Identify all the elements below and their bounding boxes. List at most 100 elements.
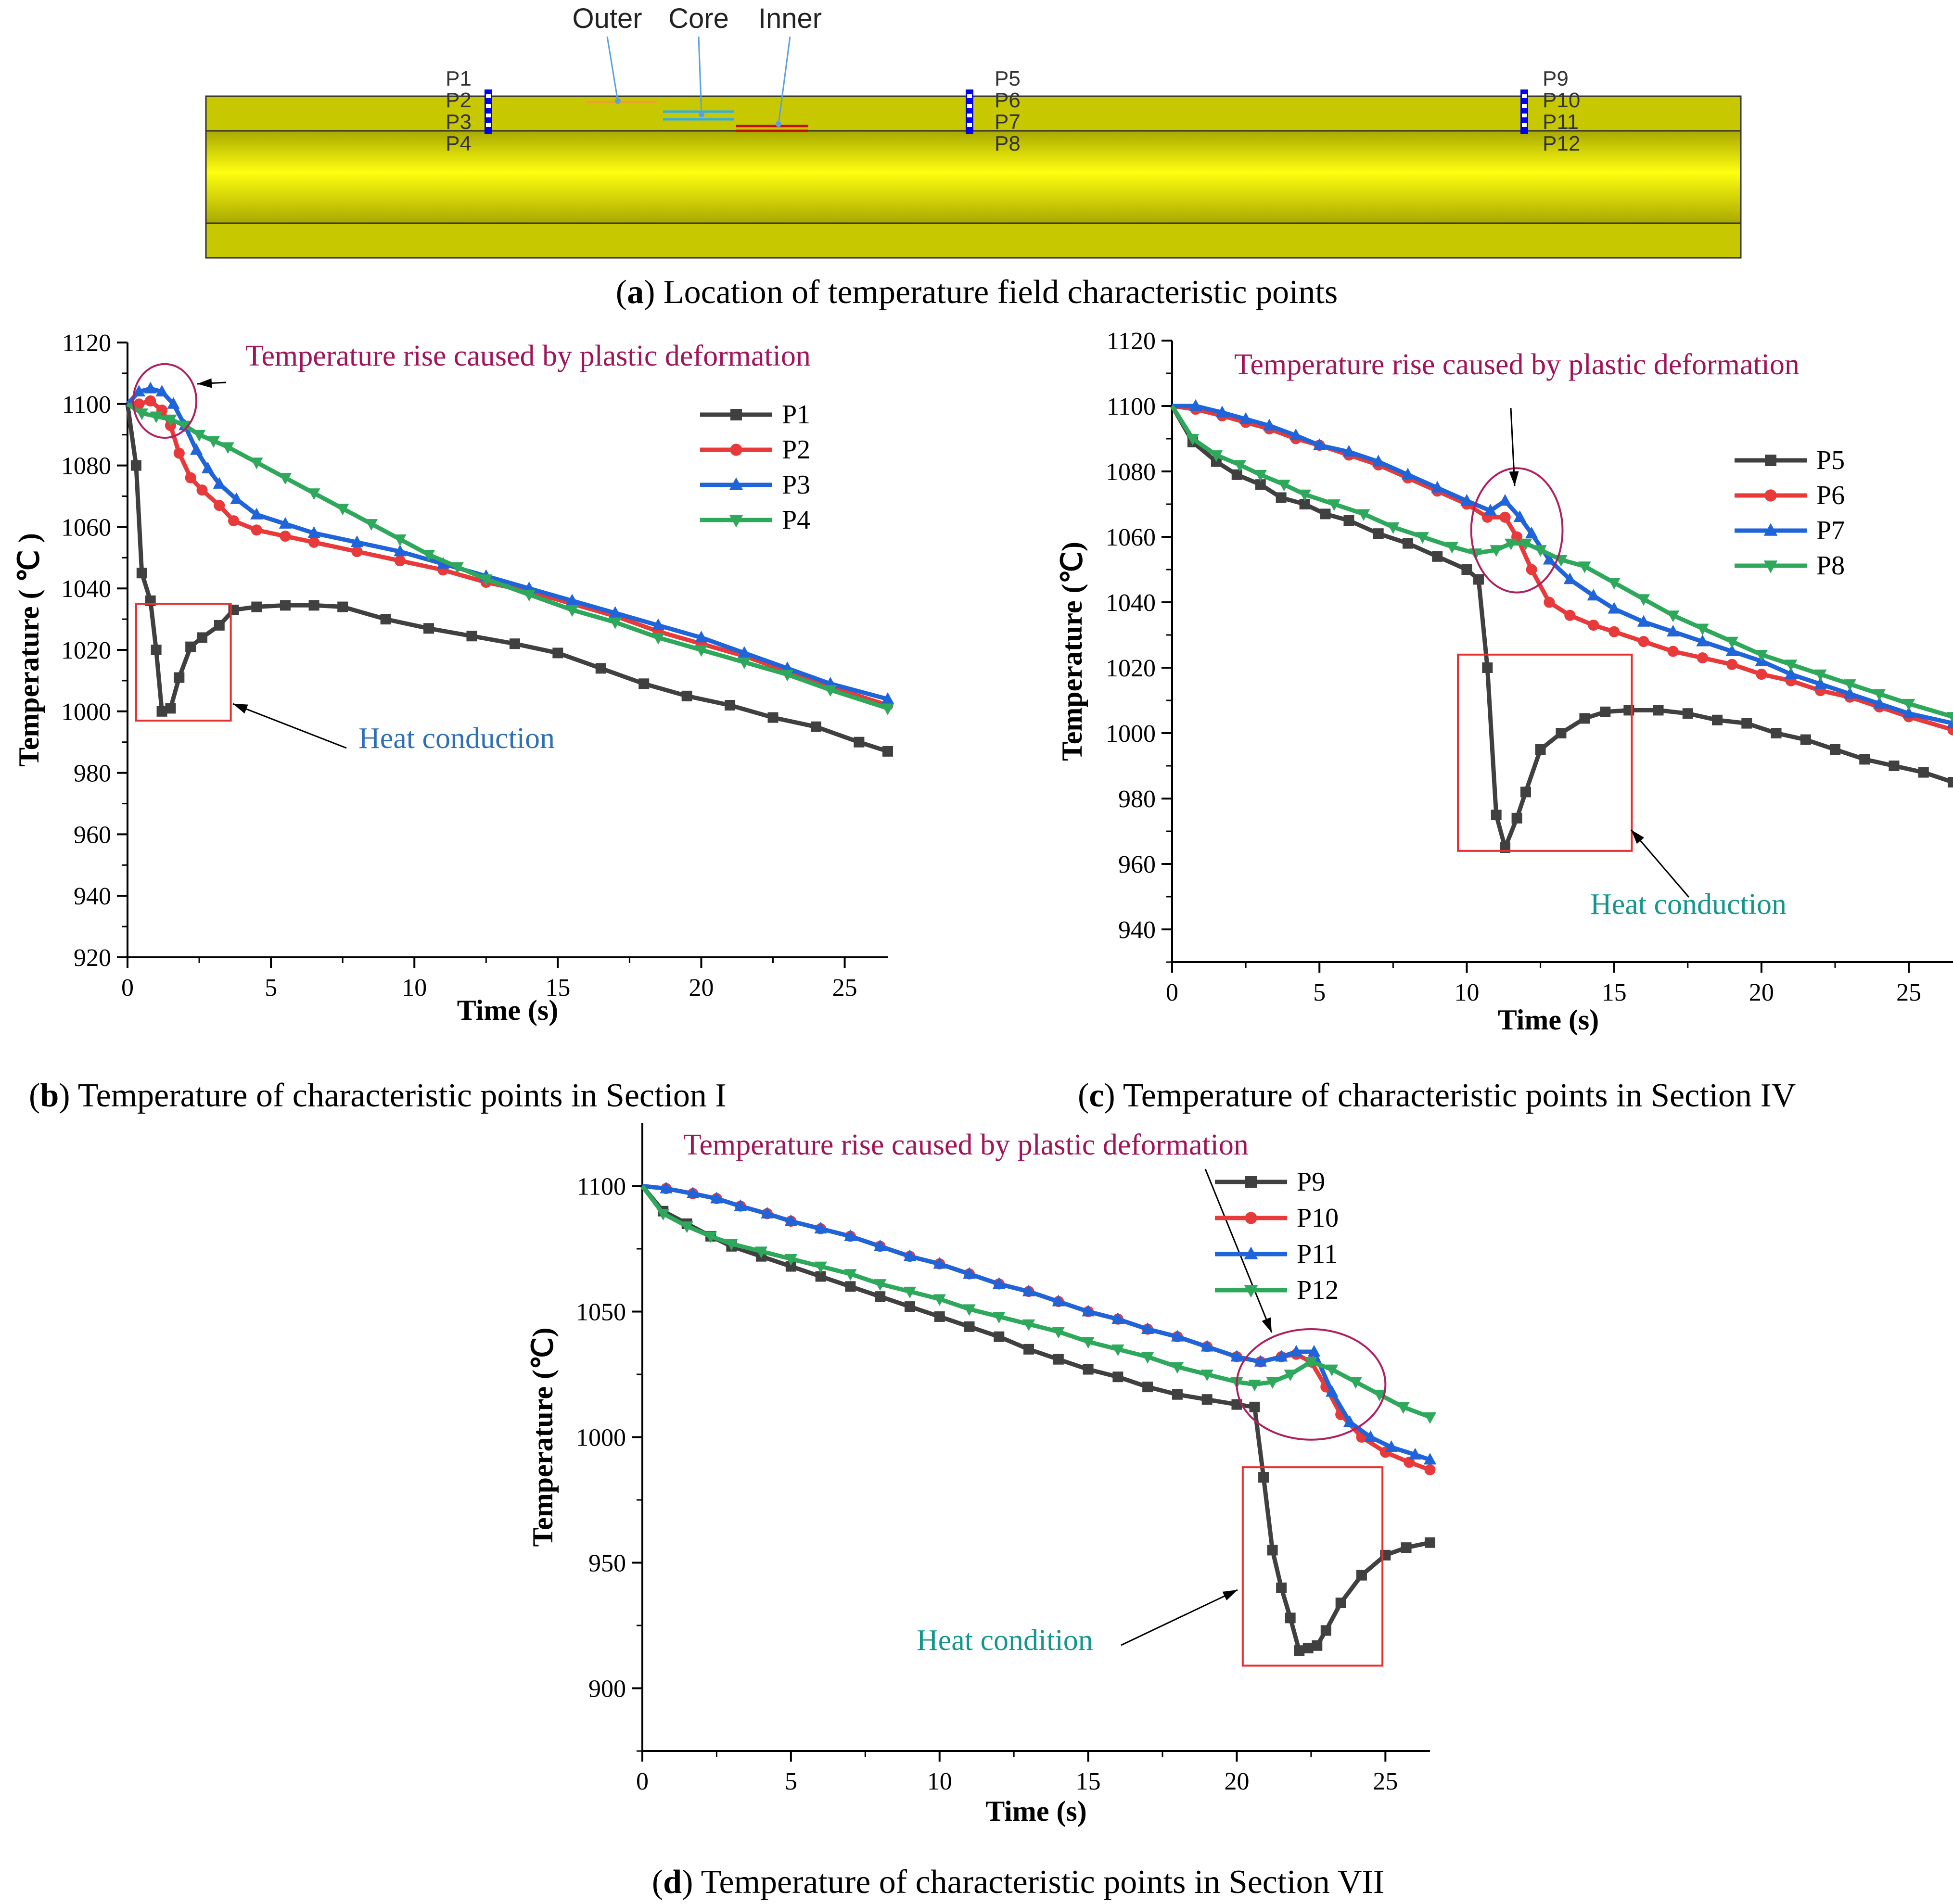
layer-dot-inner xyxy=(776,121,781,127)
data-point xyxy=(993,1312,1006,1324)
data-point xyxy=(1248,1379,1261,1392)
legend-item-p5: P5 xyxy=(1735,445,1845,475)
data-point xyxy=(1258,1472,1269,1483)
data-point xyxy=(734,1199,747,1211)
data-point xyxy=(1364,1430,1377,1442)
data-point xyxy=(279,473,292,485)
point-marker xyxy=(486,104,491,108)
data-point xyxy=(196,484,208,496)
billet-inner-shell xyxy=(205,222,1742,259)
layer-leader-outer xyxy=(606,36,619,102)
data-point xyxy=(1387,522,1400,534)
data-point xyxy=(1082,1337,1095,1349)
data-point xyxy=(1186,434,1200,446)
data-point xyxy=(1402,538,1413,549)
x-tick-label: 25 xyxy=(1373,1768,1398,1795)
series-p3 xyxy=(126,381,894,704)
data-point xyxy=(214,620,225,631)
data-point xyxy=(1637,615,1650,627)
data-point xyxy=(1725,636,1738,648)
data-point xyxy=(165,703,176,714)
data-point xyxy=(1608,626,1620,637)
data-point xyxy=(1482,662,1493,673)
series-p5 xyxy=(1170,405,1953,853)
data-point xyxy=(738,657,751,669)
data-point xyxy=(1490,545,1503,557)
caption-text: ) Temperature of characteristic points i… xyxy=(1104,1077,1796,1114)
data-point xyxy=(451,562,464,574)
data-point xyxy=(250,457,263,470)
data-point xyxy=(1608,578,1621,590)
data-point xyxy=(903,1249,917,1261)
data-point xyxy=(1083,1364,1094,1375)
data-point xyxy=(1432,551,1443,562)
annotation-arrow-line xyxy=(1630,829,1690,898)
data-point xyxy=(963,1267,976,1279)
data-point xyxy=(873,1239,887,1251)
data-point xyxy=(651,618,665,630)
caption-text: ) Temperature of characteristic points i… xyxy=(682,1864,1384,1901)
data-point xyxy=(136,568,147,579)
x-tick-label: 15 xyxy=(1076,1768,1101,1795)
data-point xyxy=(1171,1362,1184,1374)
x-tick-label: 0 xyxy=(121,974,134,1002)
data-point xyxy=(1343,515,1354,526)
legend-label: P12 xyxy=(1297,1275,1339,1305)
data-point xyxy=(1513,510,1526,522)
legend-label: P4 xyxy=(782,505,810,535)
data-point xyxy=(213,477,226,489)
data-point xyxy=(1210,450,1223,462)
data-point xyxy=(1771,728,1782,738)
data-point xyxy=(1082,1305,1095,1317)
data-point xyxy=(1325,1364,1339,1376)
data-point xyxy=(1946,716,1953,728)
point-marker xyxy=(486,114,491,117)
data-point xyxy=(784,1254,798,1266)
x-tick-label: 10 xyxy=(927,1768,952,1795)
data-point xyxy=(201,461,215,473)
billet-body xyxy=(205,130,1742,224)
data-point xyxy=(933,1294,946,1306)
data-point xyxy=(1408,1447,1422,1460)
data-point xyxy=(595,663,606,674)
data-point xyxy=(1666,610,1680,622)
data-point xyxy=(1637,594,1650,606)
y-tick-label: 980 xyxy=(74,760,111,787)
annotation-arrow-head xyxy=(197,378,212,388)
data-point xyxy=(1342,444,1355,457)
y-axis-title: Temperature (℃) xyxy=(527,1328,559,1547)
point-label-p9: P9 xyxy=(1543,67,1569,90)
data-point xyxy=(173,447,185,459)
data-point xyxy=(565,594,579,606)
data-point xyxy=(651,633,665,645)
annotation-arrow-head xyxy=(1631,830,1645,844)
annotation-arrow-head xyxy=(233,704,248,714)
data-point xyxy=(1416,532,1429,544)
data-point xyxy=(1356,1570,1367,1581)
annotation-1: Heat conduction xyxy=(135,603,555,755)
data-point xyxy=(729,477,743,490)
legend-item-p12: P12 xyxy=(1215,1275,1339,1305)
data-point xyxy=(197,632,208,643)
data-point xyxy=(1873,689,1886,701)
series-p12 xyxy=(640,1184,1437,1424)
data-point xyxy=(1608,602,1621,614)
data-point xyxy=(145,395,156,406)
data-point xyxy=(230,492,243,504)
data-point xyxy=(844,1269,857,1281)
data-point xyxy=(1653,705,1664,716)
annotation-arrow-line xyxy=(1121,1589,1238,1646)
data-point xyxy=(767,712,779,723)
data-point xyxy=(1543,553,1556,565)
data-point xyxy=(1859,754,1870,765)
data-point xyxy=(523,590,536,602)
annotation-box xyxy=(1241,1466,1384,1667)
legend-item-p3: P3 xyxy=(700,470,810,500)
x-axis-title: Time (s) xyxy=(985,1795,1087,1827)
data-point xyxy=(638,678,650,689)
data-point xyxy=(1535,744,1546,755)
annotation-text: Heat condition xyxy=(917,1624,1093,1657)
data-point xyxy=(1053,1354,1064,1365)
panel-caption: (c) Temperature of characteristic points… xyxy=(1078,1077,1796,1114)
